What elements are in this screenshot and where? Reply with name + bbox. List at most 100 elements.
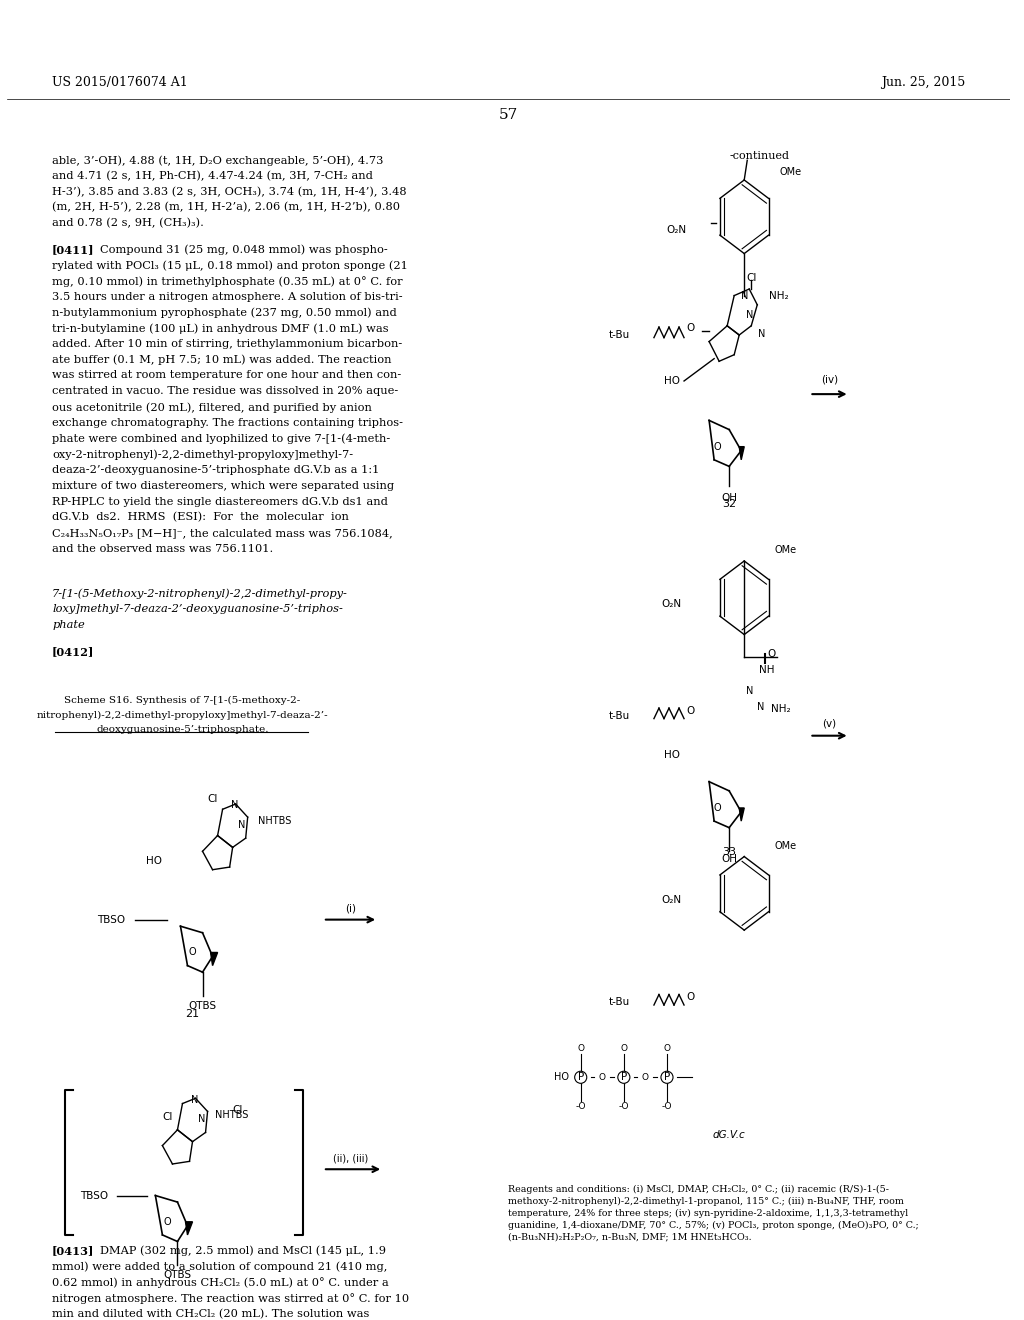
Text: N: N [745,310,753,321]
Text: HO: HO [554,1072,568,1082]
Text: O: O [664,1044,671,1053]
Text: H-3’), 3.85 and 3.83 (2 s, 3H, OCH₃), 3.74 (m, 1H, H-4’), 3.48: H-3’), 3.85 and 3.83 (2 s, 3H, OCH₃), 3.… [52,186,407,197]
Text: O₂N: O₂N [666,224,686,235]
Text: mixture of two diastereomers, which were separated using: mixture of two diastereomers, which were… [52,480,394,491]
Text: -O: -O [618,1102,629,1110]
Text: HO: HO [146,855,163,866]
Text: O₂N: O₂N [660,599,681,610]
Text: exchange chromatography. The fractions containing triphos-: exchange chromatography. The fractions c… [52,417,403,428]
Text: mg, 0.10 mmol) in trimethylphosphate (0.35 mL) at 0° C. for: mg, 0.10 mmol) in trimethylphosphate (0.… [52,276,402,286]
Text: TBSO: TBSO [97,915,125,924]
Text: t-Bu: t-Bu [609,711,630,721]
Text: oxy-2-nitrophenyl)-2,2-dimethyl-propyloxy]methyl-7-: oxy-2-nitrophenyl)-2,2-dimethyl-propylox… [52,449,353,459]
Text: -O: -O [575,1102,586,1110]
Text: N: N [231,800,239,810]
Text: added. After 10 min of stirring, triethylammonium bicarbon-: added. After 10 min of stirring, triethy… [52,339,402,348]
Text: Compound 31 (25 mg, 0.048 mmol) was phospho-: Compound 31 (25 mg, 0.048 mmol) was phos… [100,244,388,255]
Text: -O: -O [662,1102,672,1110]
Text: NHTBS: NHTBS [215,1110,248,1121]
Text: was stirred at room temperature for one hour and then con-: was stirred at room temperature for one … [52,371,401,380]
Text: (v): (v) [822,718,837,729]
Text: O: O [686,706,694,715]
Text: O: O [686,993,694,1002]
Text: t-Bu: t-Bu [609,998,630,1007]
Text: NHTBS: NHTBS [258,816,291,826]
Text: Jun. 25, 2015: Jun. 25, 2015 [881,77,965,90]
Text: O: O [621,1044,628,1053]
Text: 3.5 hours under a nitrogen atmosphere. A solution of bis-tri-: 3.5 hours under a nitrogen atmosphere. A… [52,292,402,302]
Text: O: O [578,1044,585,1053]
Text: OH: OH [721,492,737,503]
Polygon shape [739,808,744,821]
Text: OMe: OMe [779,166,802,177]
Text: mmol) were added to a solution of compound 21 (410 mg,: mmol) were added to a solution of compou… [52,1261,387,1271]
Text: P: P [578,1072,584,1082]
Text: n-butylammonium pyrophosphate (237 mg, 0.50 mmol) and: n-butylammonium pyrophosphate (237 mg, 0… [52,308,397,318]
Text: N: N [740,290,748,301]
Text: 0.62 mmol) in anhydrous CH₂Cl₂ (5.0 mL) at 0° C. under a: 0.62 mmol) in anhydrous CH₂Cl₂ (5.0 mL) … [52,1276,389,1288]
Text: nitrogen atmosphere. The reaction was stirred at 0° C. for 10: nitrogen atmosphere. The reaction was st… [52,1292,410,1304]
Text: ous acetonitrile (20 mL), filtered, and purified by anion: ous acetonitrile (20 mL), filtered, and … [52,403,372,413]
Text: (iv): (iv) [821,375,838,384]
Text: Cl: Cl [163,1111,173,1122]
Text: O₂N: O₂N [660,895,681,906]
Text: US 2015/0176074 A1: US 2015/0176074 A1 [52,77,187,90]
Text: tri-n-butylamine (100 μL) in anhydrous DMF (1.0 mL) was: tri-n-butylamine (100 μL) in anhydrous D… [52,323,389,334]
Text: P: P [664,1072,670,1082]
Text: N: N [745,686,753,696]
Text: [0411]: [0411] [52,244,94,255]
Text: 57: 57 [499,108,518,121]
Text: N: N [758,702,765,711]
Text: O: O [767,649,775,659]
Text: 21: 21 [185,1008,200,1019]
Text: Cl: Cl [208,793,218,804]
Text: OMe: OMe [774,545,797,556]
Text: and 0.78 (2 s, 9H, (CH₃)₃).: and 0.78 (2 s, 9H, (CH₃)₃). [52,218,204,228]
Text: (ii), (iii): (ii), (iii) [334,1154,369,1163]
Text: HO: HO [664,376,680,385]
Text: N: N [238,820,246,830]
Text: OMe: OMe [774,841,797,851]
Text: O: O [714,442,721,451]
Text: OTBS: OTBS [164,1270,191,1280]
Text: P: P [621,1072,627,1082]
Text: rylated with POCl₃ (15 μL, 0.18 mmol) and proton sponge (21: rylated with POCl₃ (15 μL, 0.18 mmol) an… [52,260,408,271]
Text: dG.V.b  ds2.  HRMS  (ESI):  For  the  molecular  ion: dG.V.b ds2. HRMS (ESI): For the molecula… [52,512,349,523]
Text: dG.V.c: dG.V.c [713,1130,745,1140]
Text: 33: 33 [722,847,736,858]
Text: N: N [758,329,766,339]
Text: O: O [188,948,197,957]
Text: phate were combined and lyophilized to give 7-[1-(4-meth-: phate were combined and lyophilized to g… [52,433,390,444]
Text: and 4.71 (2 s, 1H, Ph-CH), 4.47-4.24 (m, 3H, 7-CH₂ and: and 4.71 (2 s, 1H, Ph-CH), 4.47-4.24 (m,… [52,170,373,181]
Text: ate buffer (0.1 M, pH 7.5; 10 mL) was added. The reaction: ate buffer (0.1 M, pH 7.5; 10 mL) was ad… [52,355,391,366]
Text: OTBS: OTBS [188,1001,217,1011]
Text: HO: HO [664,750,680,760]
Polygon shape [739,446,744,459]
Text: OH: OH [721,854,737,863]
Text: able, 3’-OH), 4.88 (t, 1H, D₂O exchangeable, 5’-OH), 4.73: able, 3’-OH), 4.88 (t, 1H, D₂O exchangea… [52,154,383,165]
Text: NH₂: NH₂ [771,705,791,714]
Text: Cl: Cl [746,273,757,284]
Text: and the observed mass was 756.1101.: and the observed mass was 756.1101. [52,544,273,554]
Text: deoxyguanosine-5’-triphosphate.: deoxyguanosine-5’-triphosphate. [96,725,268,734]
Text: (m, 2H, H-5’), 2.28 (m, 1H, H-2’a), 2.06 (m, 1H, H-2’b), 0.80: (m, 2H, H-5’), 2.28 (m, 1H, H-2’a), 2.06… [52,202,400,213]
Text: RP-HPLC to yield the single diastereomers dG.V.b ds1 and: RP-HPLC to yield the single diastereomer… [52,496,388,507]
Text: DMAP (302 mg, 2.5 mmol) and MsCl (145 μL, 1.9: DMAP (302 mg, 2.5 mmol) and MsCl (145 μL… [100,1246,386,1257]
Text: [0412]: [0412] [52,647,94,657]
Text: 32: 32 [722,499,736,510]
Text: min and diluted with CH₂Cl₂ (20 mL). The solution was: min and diluted with CH₂Cl₂ (20 mL). The… [52,1308,370,1319]
Text: O: O [164,1217,171,1226]
Text: Reagents and conditions: (i) MsCl, DMAP, CH₂Cl₂, 0° C.; (ii) racemic (R/S)-1-(5-: Reagents and conditions: (i) MsCl, DMAP,… [509,1185,920,1242]
Text: nitrophenyl)-2,2-dimethyl-propyloxy]methyl-7-deaza-2’-: nitrophenyl)-2,2-dimethyl-propyloxy]meth… [37,710,329,719]
Text: deaza-2’-deoxyguanosine-5’-triphosphate dG.V.b as a 1:1: deaza-2’-deoxyguanosine-5’-triphosphate … [52,465,380,475]
Text: -continued: -continued [729,150,790,161]
Text: [0413]: [0413] [52,1246,94,1257]
Text: Scheme S16. Synthesis of 7-[1-(5-methoxy-2-: Scheme S16. Synthesis of 7-[1-(5-methoxy… [65,696,301,705]
Text: 7-[1-(5-Methoxy-2-nitrophenyl)-2,2-dimethyl-propy-: 7-[1-(5-Methoxy-2-nitrophenyl)-2,2-dimet… [52,589,348,599]
Text: loxy]methyl-7-deaza-2’-deoxyguanosine-5’-triphos-: loxy]methyl-7-deaza-2’-deoxyguanosine-5’… [52,605,343,614]
Text: t-Bu: t-Bu [609,330,630,341]
Polygon shape [185,1222,193,1236]
Text: N: N [198,1114,205,1125]
Text: (i): (i) [345,904,356,913]
Text: Cl: Cl [232,1105,243,1115]
